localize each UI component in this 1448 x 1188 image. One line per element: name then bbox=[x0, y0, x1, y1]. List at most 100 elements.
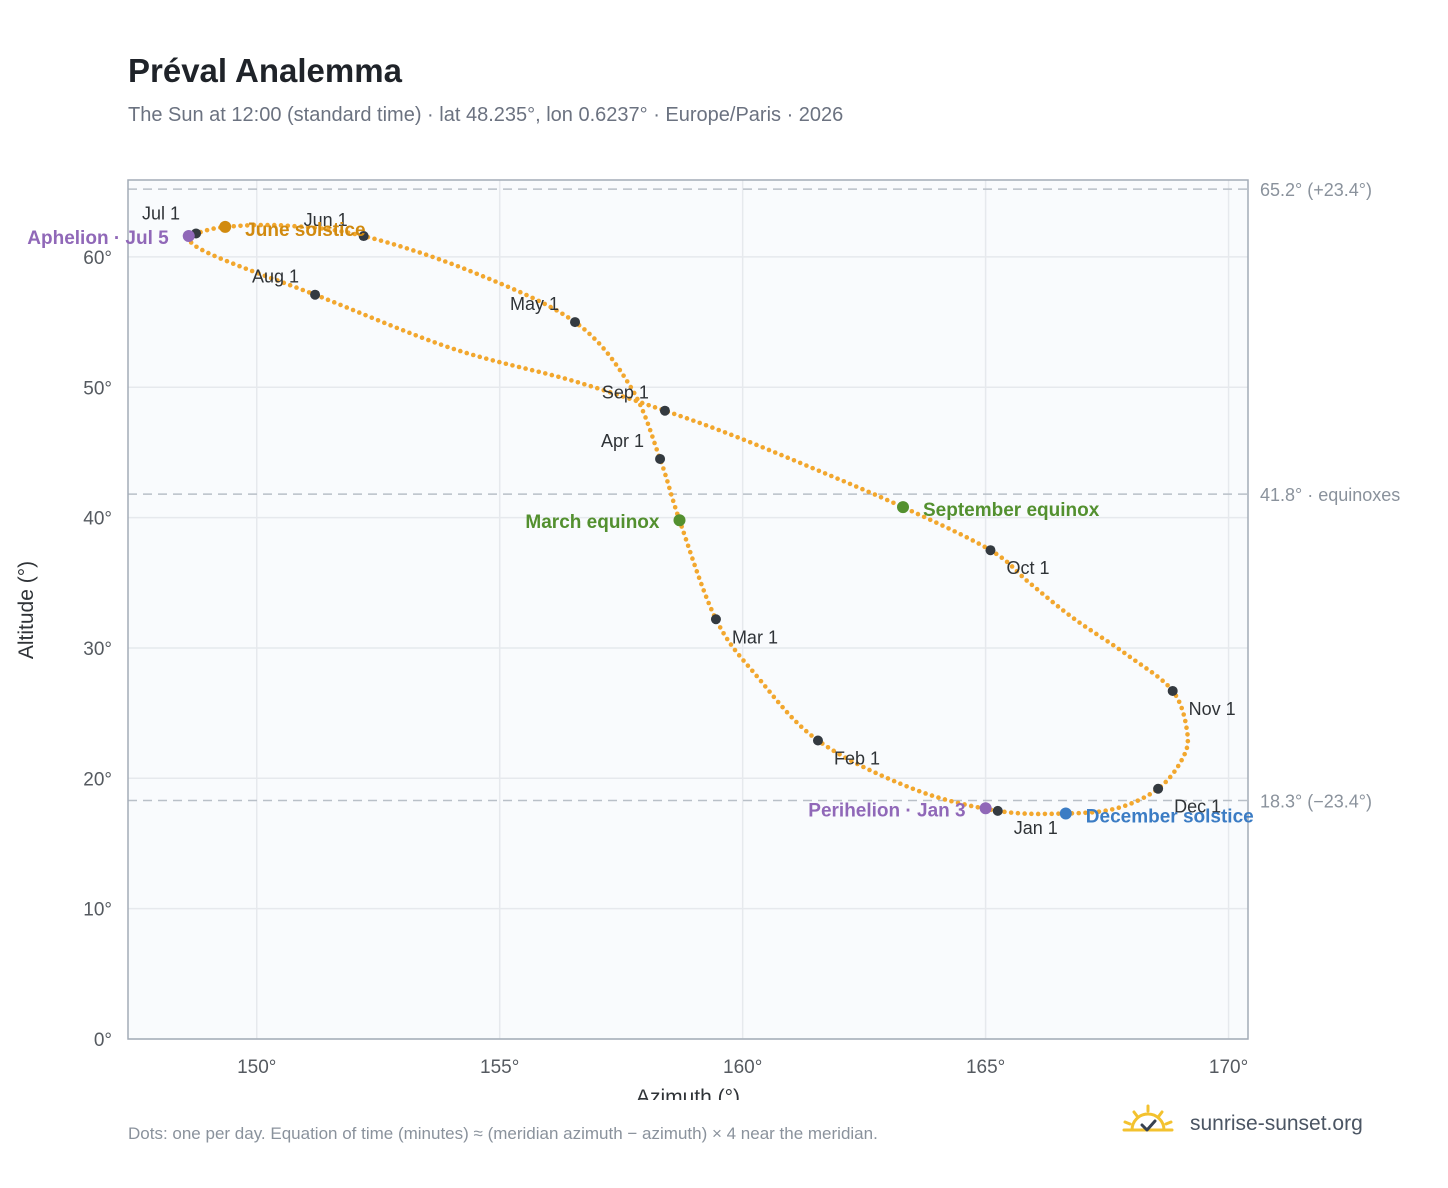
day-dot bbox=[436, 256, 442, 262]
day-dot bbox=[745, 663, 751, 668]
month-label: Oct 1 bbox=[1006, 558, 1049, 578]
day-dot bbox=[305, 224, 311, 230]
day-dot bbox=[1077, 620, 1082, 625]
day-dot bbox=[1055, 604, 1061, 609]
day-dot bbox=[640, 408, 646, 414]
month-marker bbox=[570, 317, 581, 328]
x-axis-title: Azimuth (°) bbox=[636, 1086, 740, 1100]
day-dot bbox=[1034, 586, 1040, 592]
day-dot bbox=[617, 367, 623, 373]
day-dot bbox=[592, 336, 597, 341]
day-dot bbox=[1083, 810, 1088, 816]
month-label: Mar 1 bbox=[732, 627, 778, 647]
day-dot bbox=[910, 786, 916, 792]
reference-line-label: 41.8° · equinoxes bbox=[1260, 485, 1400, 505]
day-dot bbox=[638, 402, 643, 408]
day-dot bbox=[797, 460, 803, 466]
day-dot bbox=[407, 330, 412, 336]
y-tick-label: 40° bbox=[83, 509, 112, 530]
month-label: Aug 1 bbox=[252, 267, 299, 287]
day-dot bbox=[803, 728, 809, 734]
day-dot bbox=[837, 752, 842, 757]
day-dot bbox=[423, 252, 429, 258]
day-dot bbox=[916, 788, 922, 794]
day-dot bbox=[587, 331, 592, 337]
day-dot bbox=[281, 280, 287, 286]
day-dot bbox=[1103, 808, 1108, 813]
day-dot bbox=[319, 226, 324, 231]
day-dot bbox=[898, 781, 903, 787]
day-dot bbox=[825, 744, 831, 750]
event-label: Perihelion · Jan 3 bbox=[808, 800, 965, 821]
page-subtitle: The Sun at 12:00 (standard time) · lat 4… bbox=[128, 104, 844, 126]
day-dot bbox=[976, 541, 982, 546]
day-dot bbox=[946, 526, 951, 531]
day-dot bbox=[1184, 725, 1189, 731]
day-dot bbox=[841, 478, 847, 484]
day-dot bbox=[1163, 779, 1169, 785]
day-dot bbox=[665, 479, 670, 484]
day-dot bbox=[231, 223, 237, 229]
day-dot bbox=[352, 231, 358, 237]
month-marker bbox=[710, 614, 721, 625]
day-dot bbox=[1110, 642, 1116, 648]
day-dot bbox=[613, 362, 619, 367]
day-dot bbox=[672, 505, 678, 510]
day-dot bbox=[762, 684, 768, 689]
day-dot bbox=[575, 380, 581, 385]
day-dot bbox=[1182, 751, 1187, 757]
day-dot bbox=[363, 312, 368, 318]
day-dot bbox=[849, 758, 854, 764]
month-label: Feb 1 bbox=[834, 749, 880, 769]
month-marker bbox=[985, 545, 996, 556]
day-dot bbox=[1175, 763, 1181, 769]
day-dot bbox=[652, 405, 658, 410]
day-dot bbox=[872, 492, 878, 497]
day-dot bbox=[934, 520, 939, 525]
day-dot bbox=[206, 250, 211, 256]
day-dot bbox=[350, 307, 356, 313]
day-dot bbox=[835, 476, 840, 481]
day-dot bbox=[413, 332, 419, 338]
y-tick-label: 10° bbox=[83, 900, 112, 921]
day-dot bbox=[816, 468, 822, 474]
day-dot bbox=[1167, 774, 1173, 780]
day-dot bbox=[300, 287, 306, 293]
day-dot bbox=[378, 238, 384, 243]
day-dot bbox=[1185, 732, 1190, 737]
day-dot bbox=[1099, 635, 1105, 640]
day-dot bbox=[249, 268, 255, 274]
day-dot bbox=[394, 325, 400, 331]
day-dot bbox=[230, 261, 236, 267]
day-dot bbox=[775, 699, 781, 705]
day-dot bbox=[696, 575, 702, 581]
day-dot bbox=[717, 625, 723, 630]
day-dot bbox=[1185, 738, 1191, 744]
month-marker bbox=[310, 289, 321, 300]
day-dot bbox=[847, 481, 853, 487]
day-dot bbox=[1096, 809, 1102, 814]
day-dot bbox=[624, 379, 630, 384]
day-dot bbox=[940, 523, 945, 528]
day-dot bbox=[523, 366, 528, 371]
day-dot bbox=[621, 373, 626, 378]
day-dot bbox=[646, 402, 651, 408]
reference-lines: 65.2° (+23.4°) 41.8° · equinoxes 18.3° (−2… bbox=[128, 180, 1400, 811]
day-dot bbox=[601, 346, 606, 351]
day-dot bbox=[292, 223, 297, 229]
day-dot bbox=[982, 544, 987, 550]
day-dot bbox=[929, 793, 935, 798]
day-dot bbox=[831, 748, 837, 754]
x-tick-label: 160° bbox=[723, 1057, 762, 1078]
day-dot bbox=[278, 223, 284, 228]
day-dot bbox=[643, 415, 648, 420]
y-tick-label: 50° bbox=[83, 378, 112, 399]
day-dot bbox=[968, 803, 974, 809]
day-dot bbox=[855, 761, 860, 767]
day-dot bbox=[218, 256, 224, 261]
y-tick-label: 60° bbox=[83, 248, 112, 269]
day-dot bbox=[1050, 599, 1056, 605]
day-dot bbox=[375, 317, 381, 323]
day-dot bbox=[1029, 811, 1034, 817]
day-dot bbox=[194, 244, 199, 250]
